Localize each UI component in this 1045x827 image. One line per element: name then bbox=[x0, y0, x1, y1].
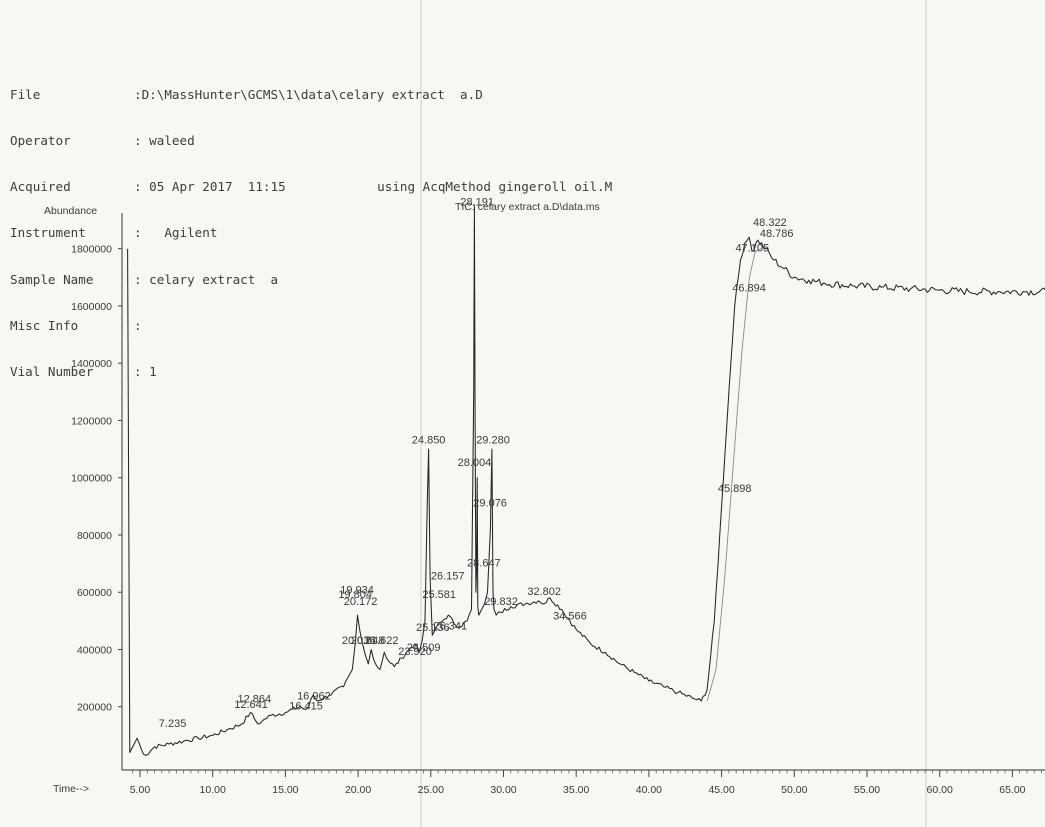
peak-label: 24.509 bbox=[407, 642, 441, 654]
peak-label: 21.622 bbox=[365, 635, 399, 647]
peak-label: 26.341 bbox=[433, 620, 467, 632]
peak-label: 28.647 bbox=[467, 557, 501, 569]
peak-label: 29.832 bbox=[484, 596, 518, 608]
y-tick-label: 800000 bbox=[77, 530, 112, 542]
instrument-line: Instrument: Agilent bbox=[10, 225, 218, 241]
peak-label: 25.136 bbox=[416, 622, 450, 634]
x-tick-label: 5.00 bbox=[130, 784, 151, 796]
file-label: File bbox=[10, 86, 41, 102]
peak-label: 19.934 bbox=[340, 585, 374, 597]
acquired-label: Acquired bbox=[10, 179, 71, 195]
peak-label: 48.322 bbox=[753, 217, 787, 229]
chart-title: TIC: celary extract a.D\data.ms bbox=[455, 201, 600, 213]
y-tick-group: 200000 400000 600000 800000 1000000 1200000 14… bbox=[71, 244, 122, 714]
file-info-header: File:D:\MassHunter\GCMS\1\data\celary ex… bbox=[10, 56, 612, 395]
file-path: D:\MassHunter\GCMS\1\data\celary extract… bbox=[141, 86, 483, 102]
peak-label: 7.235 bbox=[159, 718, 187, 730]
peak-label: 34.566 bbox=[553, 610, 587, 622]
peak-label: 19.804 bbox=[338, 589, 372, 601]
instrument-value: Agilent bbox=[149, 225, 218, 241]
operator-label: Operator bbox=[10, 133, 71, 149]
peak-label: 24.850 bbox=[412, 434, 446, 446]
peak-label: 25.581 bbox=[422, 589, 456, 601]
peak-label: 16.962 bbox=[297, 691, 331, 703]
x-tick-group: 5.00 10.00 15.00 20.00 25.00 30.00 35.00 40.00 4… bbox=[130, 770, 1042, 796]
trace-group bbox=[127, 205, 1045, 756]
y-tick-label: 400000 bbox=[77, 644, 112, 656]
acquired-line: Acquired: 05 Apr 2017 11:15 using AcqMeth… bbox=[10, 179, 613, 195]
peak-label: 28.004 bbox=[458, 457, 492, 469]
y-tick-label: 1600000 bbox=[71, 301, 112, 313]
peak-label: 20.036 bbox=[342, 635, 376, 647]
peak-label: 23.920 bbox=[398, 646, 432, 658]
x-tick-label: 10.00 bbox=[200, 784, 226, 796]
peak-label: 29.280 bbox=[476, 434, 510, 446]
peak-label: 16.415 bbox=[289, 701, 323, 713]
y-tick-label: 200000 bbox=[77, 702, 112, 714]
x-tick-label: 50.00 bbox=[781, 784, 807, 796]
x-tick-label: 65.00 bbox=[999, 784, 1025, 796]
sample-name-value: celary extract a bbox=[149, 271, 279, 287]
x-tick-label: 35.00 bbox=[563, 784, 589, 796]
operator-value: waleed bbox=[149, 133, 195, 149]
x-axis-label: Time--> bbox=[53, 783, 89, 795]
vial-number-label: Vial Number bbox=[10, 364, 94, 380]
peak-label: 29.076 bbox=[473, 497, 507, 509]
file-line: File:D:\MassHunter\GCMS\1\data\celary ex… bbox=[10, 86, 483, 102]
x-tick-label: 60.00 bbox=[927, 784, 953, 796]
y-tick-label: 1400000 bbox=[71, 358, 112, 370]
paper-fold-left bbox=[420, 0, 422, 827]
misc-info-label: Misc Info bbox=[10, 317, 79, 333]
y-tick-label: 1800000 bbox=[71, 244, 112, 256]
y-tick-label: 600000 bbox=[77, 587, 112, 599]
x-tick-label: 20.00 bbox=[345, 784, 371, 796]
x-tick-label: 15.00 bbox=[272, 784, 298, 796]
x-tick-label: 40.00 bbox=[636, 784, 662, 796]
peak-label: 28.191 bbox=[460, 197, 494, 209]
peak-label: 20.648 bbox=[351, 635, 385, 647]
sample-name-label: Sample Name bbox=[10, 271, 94, 287]
misc-info-line: Misc Info: bbox=[10, 317, 150, 333]
paper-fold-right bbox=[925, 0, 927, 827]
sample-name-line: Sample Name: celary extract a bbox=[10, 271, 279, 287]
x-tick-label: 25.00 bbox=[418, 784, 444, 796]
vial-number-line: Vial Number: 1 bbox=[10, 364, 157, 380]
x-tick-label: 55.00 bbox=[854, 784, 880, 796]
x-tick-label: 30.00 bbox=[490, 784, 516, 796]
y-axis-label: Abundance bbox=[44, 205, 97, 217]
vial-number-value: 1 bbox=[149, 364, 157, 380]
acquired-value: 05 Apr 2017 11:15 bbox=[149, 179, 286, 195]
peak-label: 45.898 bbox=[718, 483, 752, 495]
peak-label: 32.802 bbox=[527, 586, 561, 598]
y-tick-label: 1200000 bbox=[71, 415, 112, 427]
peak-label: 20.172 bbox=[344, 596, 378, 608]
x-tick-label: 45.00 bbox=[708, 784, 734, 796]
acq-method: using AcqMethod gingeroll oil.M bbox=[377, 179, 613, 195]
peak-label: 46.894 bbox=[732, 283, 766, 295]
tic-trace bbox=[127, 205, 1045, 756]
peak-label: 26.157 bbox=[431, 570, 465, 582]
instrument-label: Instrument bbox=[10, 225, 86, 241]
peak-label: 48.786 bbox=[760, 228, 794, 240]
y-tick-label: 1000000 bbox=[71, 473, 112, 485]
peak-label: 12.864 bbox=[237, 693, 271, 705]
tic-trace-overlay bbox=[706, 248, 762, 702]
peak-label: 12.641 bbox=[234, 699, 268, 711]
peak-label: 47.105 bbox=[735, 243, 769, 255]
operator-line: Operator: waleed bbox=[10, 133, 195, 149]
